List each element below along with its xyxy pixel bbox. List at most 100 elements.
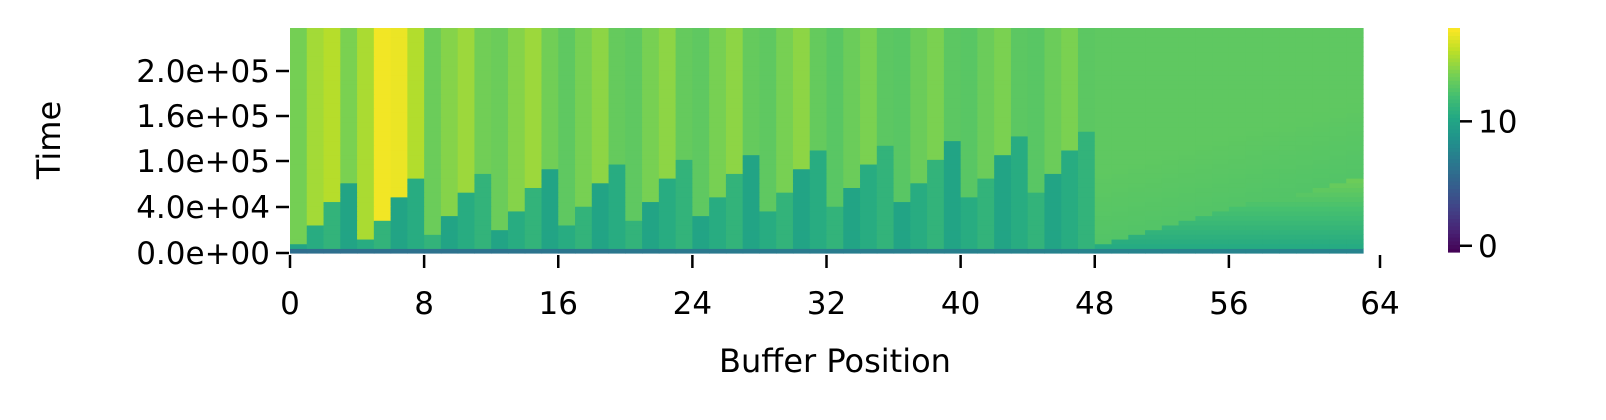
heatmap-cell <box>1195 131 1213 137</box>
heatmap-cell <box>960 192 978 198</box>
heatmap-cell <box>1145 140 1163 146</box>
heatmap-cell <box>1346 178 1364 184</box>
heatmap-cell <box>1195 56 1213 62</box>
heatmap-cell <box>1161 154 1180 160</box>
heatmap-cell <box>373 117 392 123</box>
heatmap-cell <box>675 112 693 118</box>
heatmap-cell <box>1010 121 1029 128</box>
colorbar-segment <box>1448 57 1460 63</box>
heatmap-cell <box>1178 74 1196 81</box>
heatmap-cell <box>1044 229 1062 235</box>
heatmap-cell <box>1195 60 1213 67</box>
heatmap-cell <box>558 88 576 95</box>
heatmap-cell <box>1295 192 1314 198</box>
heatmap-cell <box>860 46 878 53</box>
heatmap-cell <box>1295 163 1314 170</box>
heatmap-cell <box>776 168 794 174</box>
heatmap-cell <box>1111 32 1129 38</box>
heatmap-cell <box>457 98 476 104</box>
heatmap-cell <box>809 131 828 137</box>
heatmap-cell <box>407 220 425 226</box>
heatmap-cell <box>1195 234 1213 240</box>
heatmap-cell <box>625 103 643 109</box>
heatmap-cell <box>893 46 911 53</box>
heatmap-cell <box>943 93 962 99</box>
heatmap-cell <box>390 28 408 34</box>
heatmap-cell <box>407 79 425 85</box>
heatmap-cell <box>323 206 341 212</box>
heatmap-cell <box>692 117 710 123</box>
heatmap-cell <box>575 93 593 99</box>
heatmap-cell <box>1061 168 1079 174</box>
heatmap-cells <box>290 28 1364 254</box>
heatmap-cell <box>1161 234 1180 240</box>
heatmap-cell <box>491 60 509 67</box>
heatmap-cell <box>1212 140 1230 146</box>
heatmap-cell <box>507 215 526 221</box>
heatmap-cell <box>994 84 1012 90</box>
heatmap-cell <box>357 65 375 71</box>
heatmap-cell <box>390 135 408 142</box>
x-tick-label: 48 <box>1075 286 1114 322</box>
heatmap-cell <box>943 60 962 67</box>
heatmap-cell <box>776 98 794 104</box>
heatmap-cell <box>1329 107 1347 113</box>
heatmap-cell <box>290 51 308 57</box>
heatmap-cell <box>1279 126 1297 132</box>
heatmap-cell <box>440 121 459 128</box>
heatmap-cell <box>1027 140 1046 146</box>
heatmap-cell <box>1044 60 1062 67</box>
heatmap-cell <box>776 243 794 249</box>
heatmap-cell <box>407 42 425 48</box>
heatmap-cell <box>306 56 325 62</box>
heatmap-cell <box>524 192 543 198</box>
heatmap-cell <box>709 234 727 240</box>
heatmap-cell <box>1061 229 1079 235</box>
heatmap-cell <box>1329 56 1347 62</box>
heatmap-cell <box>1128 229 1146 235</box>
heatmap-cell <box>440 243 459 249</box>
heatmap-cell <box>893 238 911 245</box>
heatmap-cell <box>943 178 962 184</box>
heatmap-cell <box>290 37 308 43</box>
heatmap-cell <box>524 215 543 221</box>
heatmap-cell <box>608 121 626 128</box>
heatmap-cell <box>1279 248 1297 254</box>
heatmap-cell <box>591 117 610 123</box>
heatmap-cell <box>692 131 710 137</box>
heatmap-cell <box>1279 131 1297 137</box>
heatmap-cell <box>1094 187 1113 193</box>
heatmap-cell <box>575 206 593 212</box>
heatmap-cell <box>826 107 844 113</box>
heatmap-cell <box>809 84 828 90</box>
heatmap-cell <box>1027 131 1046 137</box>
heatmap-cell <box>1228 126 1247 132</box>
heatmap-cell <box>357 46 375 53</box>
heatmap-cell <box>1346 93 1364 99</box>
heatmap-cell <box>424 98 442 104</box>
heatmap-cell <box>675 135 693 142</box>
heatmap-cell <box>994 56 1012 62</box>
heatmap-cell <box>642 210 660 217</box>
heatmap-cell <box>608 145 626 151</box>
heatmap-cell <box>407 243 425 249</box>
heatmap-cell <box>340 98 358 104</box>
heatmap-cell <box>809 196 828 203</box>
heatmap-cell <box>826 154 844 160</box>
heatmap-cell <box>860 51 878 57</box>
heatmap-cell <box>507 88 526 95</box>
heatmap-cell <box>843 112 861 118</box>
heatmap-cell <box>658 65 677 71</box>
heatmap-cell <box>474 210 492 217</box>
heatmap-cell <box>357 215 375 221</box>
heatmap-cell <box>1329 248 1347 254</box>
heatmap-cell <box>524 117 543 123</box>
heatmap-cell <box>507 178 526 184</box>
heatmap-cell <box>306 126 325 132</box>
heatmap-cell <box>474 248 492 254</box>
heatmap-cell <box>776 60 794 67</box>
heatmap-cell <box>1245 60 1264 67</box>
heatmap-cell <box>792 154 811 160</box>
heatmap-cell <box>1212 121 1230 128</box>
heatmap-cell <box>1312 126 1331 132</box>
